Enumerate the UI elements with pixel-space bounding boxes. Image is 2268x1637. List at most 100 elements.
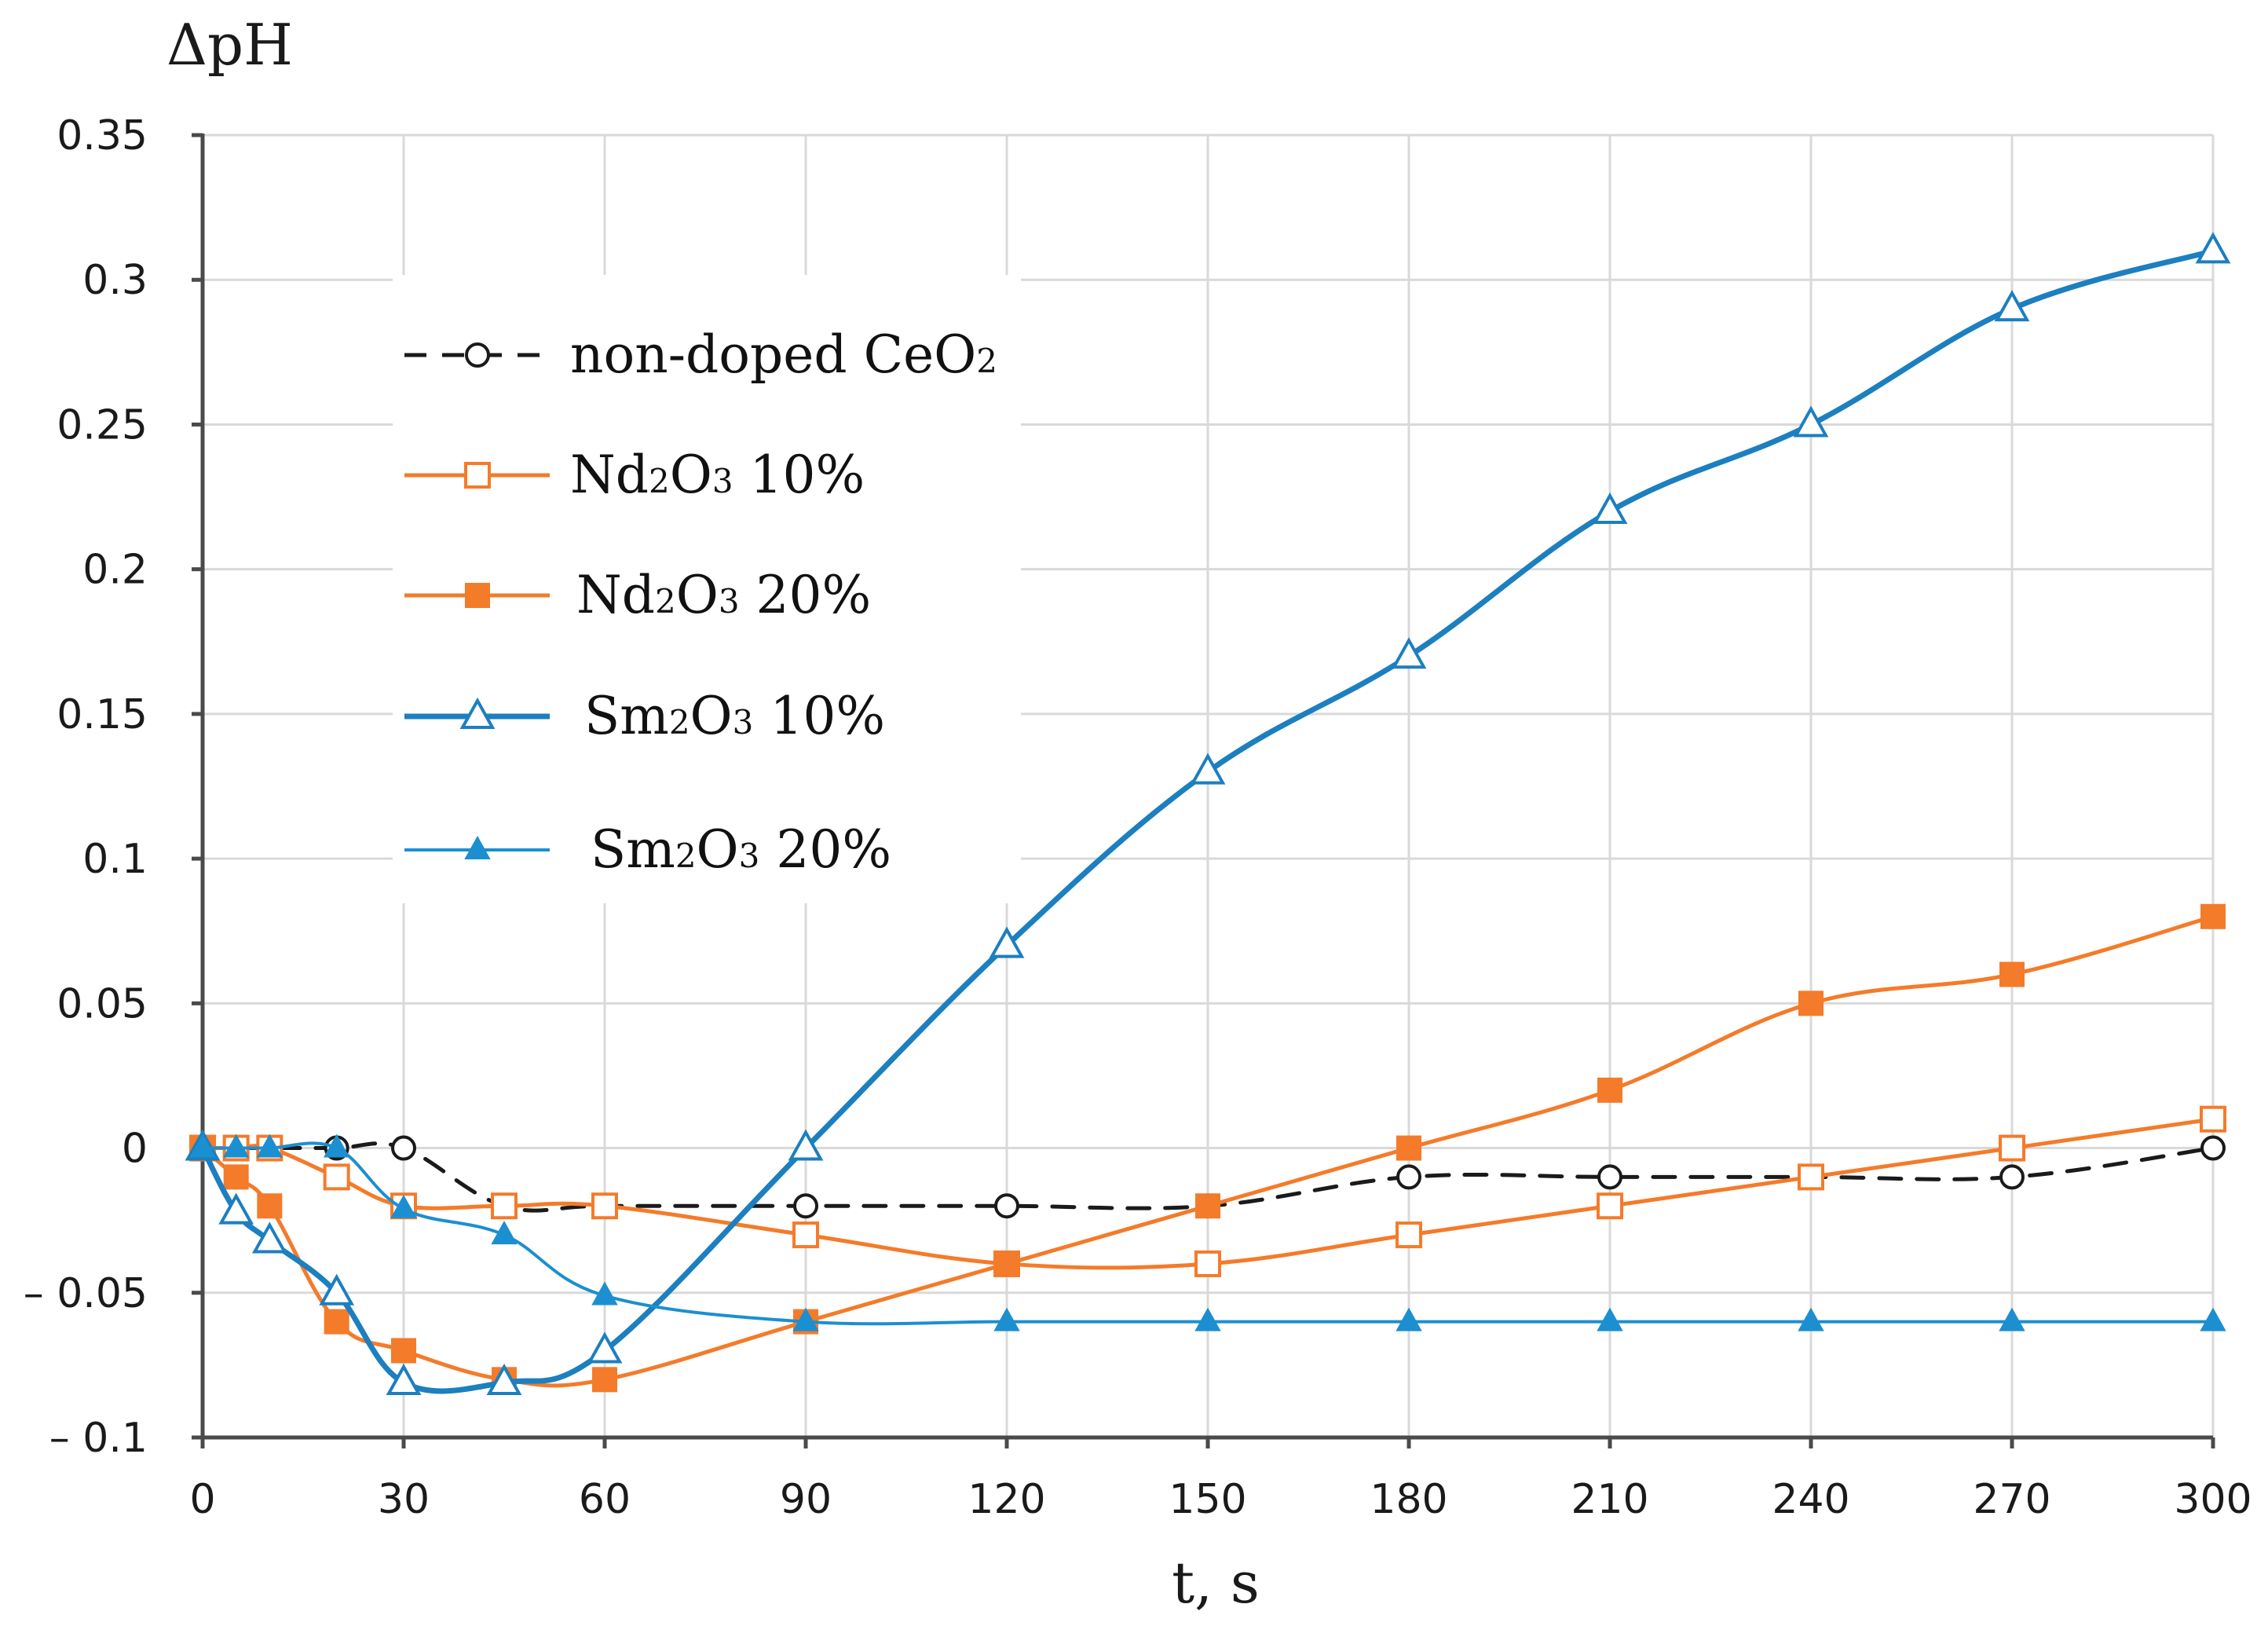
data-point bbox=[222, 1133, 250, 1158]
legend-label: Nd2O3 10% bbox=[570, 445, 865, 505]
legend-marker bbox=[459, 697, 496, 729]
data-point bbox=[1190, 753, 1226, 785]
legend-label: Sm2O3 20% bbox=[591, 819, 891, 880]
data-point bbox=[1798, 991, 1824, 1016]
data-point bbox=[587, 1331, 623, 1364]
data-point bbox=[1597, 1192, 1623, 1220]
x-tick-label: 300 bbox=[2174, 1476, 2252, 1523]
data-point bbox=[591, 1192, 618, 1220]
data-point bbox=[1194, 1250, 1221, 1277]
data-point bbox=[994, 1193, 1019, 1219]
data-point bbox=[491, 1192, 518, 1220]
data-point bbox=[1396, 1307, 1422, 1331]
data-point bbox=[592, 1367, 617, 1393]
data-point bbox=[793, 1193, 818, 1219]
data-point bbox=[391, 1135, 416, 1161]
y-tick-label: 0.3 bbox=[82, 257, 148, 304]
data-point bbox=[1592, 492, 1628, 524]
y-tick-label: – 0.1 bbox=[49, 1415, 148, 1462]
data-point bbox=[792, 1307, 819, 1331]
x-tick-label: 180 bbox=[1370, 1476, 1447, 1523]
series-4 bbox=[185, 232, 2231, 1395]
data-point bbox=[2200, 1105, 2226, 1133]
legend-marker bbox=[465, 583, 490, 608]
y-axis-title: ΔpH bbox=[166, 12, 293, 78]
x-tick-label: 90 bbox=[780, 1476, 832, 1523]
data-point bbox=[993, 1307, 1020, 1331]
data-point bbox=[2200, 1135, 2226, 1161]
axes bbox=[192, 133, 2215, 1448]
data-point bbox=[1597, 1307, 1623, 1331]
data-point bbox=[218, 1192, 254, 1225]
legend-marker bbox=[465, 342, 490, 368]
data-point bbox=[2195, 232, 2231, 264]
x-axis-title: t, s bbox=[1172, 1550, 1260, 1616]
x-tick-label: 120 bbox=[968, 1476, 1045, 1523]
y-tick-label: – 0.05 bbox=[24, 1270, 148, 1317]
legend-marker bbox=[464, 462, 491, 489]
data-point bbox=[1597, 1164, 1622, 1190]
y-tick-label: 0.2 bbox=[82, 547, 148, 594]
data-point bbox=[256, 1133, 284, 1158]
data-point bbox=[1597, 1077, 1622, 1103]
x-tick-label: 240 bbox=[1772, 1476, 1849, 1523]
data-point bbox=[386, 1363, 422, 1395]
series-2 bbox=[189, 1105, 2226, 1277]
data-point bbox=[2200, 1307, 2226, 1331]
data-point bbox=[323, 1133, 350, 1158]
data-point bbox=[788, 1129, 824, 1161]
data-point bbox=[323, 1163, 350, 1191]
legend-background bbox=[393, 275, 1021, 903]
data-point bbox=[994, 1251, 1019, 1276]
data-point bbox=[486, 1363, 522, 1395]
data-point bbox=[1999, 1164, 2025, 1190]
y-tick-label: 0.35 bbox=[57, 112, 148, 159]
data-point bbox=[989, 926, 1025, 958]
data-point bbox=[1391, 637, 1427, 669]
legend-label: Nd2O3 20% bbox=[576, 565, 871, 625]
data-point bbox=[2200, 903, 2226, 929]
data-point bbox=[390, 1194, 417, 1218]
data-point bbox=[257, 1193, 283, 1219]
x-tick-label: 270 bbox=[1973, 1476, 2050, 1523]
data-point bbox=[1396, 1164, 1421, 1190]
data-point bbox=[1396, 1221, 1422, 1249]
y-tick-label: 0 bbox=[122, 1126, 148, 1173]
x-tick-label: 30 bbox=[378, 1476, 430, 1523]
data-point bbox=[319, 1273, 355, 1306]
legend: non-doped CeO2 Nd2O3 10% Nd2O3 20% Sm2O3 10… bbox=[393, 275, 1021, 903]
series-5 bbox=[189, 1133, 2226, 1331]
data-point bbox=[223, 1164, 249, 1190]
data-point bbox=[1994, 289, 2030, 322]
data-point bbox=[324, 1309, 349, 1335]
data-point bbox=[189, 1133, 216, 1158]
data-point bbox=[1194, 1307, 1221, 1331]
y-tick-label: 0.1 bbox=[82, 836, 148, 883]
data-point bbox=[491, 1221, 518, 1245]
x-tick-label: 210 bbox=[1571, 1476, 1648, 1523]
data-point bbox=[1798, 1163, 1824, 1191]
data-point bbox=[251, 1221, 287, 1254]
data-point bbox=[1999, 1307, 2025, 1331]
legend-label: non-doped CeO2 bbox=[570, 324, 997, 385]
legend-marker bbox=[464, 835, 491, 859]
tick-labels: 0.35 0.3 0.25 0.2 0.15 0.1 0.05 0 – 0.05 – 0.1 0 30… bbox=[24, 112, 2252, 1523]
y-tick-label: 0.05 bbox=[57, 980, 148, 1027]
data-point bbox=[391, 1338, 416, 1364]
data-point bbox=[792, 1221, 819, 1249]
data-point bbox=[1195, 1193, 1220, 1219]
data-point bbox=[1793, 405, 1829, 438]
x-tick-label: 0 bbox=[189, 1476, 215, 1523]
data-point bbox=[591, 1281, 618, 1306]
data-point bbox=[1798, 1307, 1824, 1331]
x-tick-label: 60 bbox=[579, 1476, 631, 1523]
data-point bbox=[1999, 1134, 2025, 1162]
data-point bbox=[1999, 961, 2025, 987]
y-tick-label: 0.25 bbox=[57, 401, 148, 449]
x-tick-label: 150 bbox=[1169, 1476, 1246, 1523]
data-point bbox=[1396, 1135, 1421, 1161]
grid bbox=[201, 134, 2215, 1439]
legend-label: Sm2O3 10% bbox=[584, 686, 885, 746]
series bbox=[185, 232, 2231, 1395]
